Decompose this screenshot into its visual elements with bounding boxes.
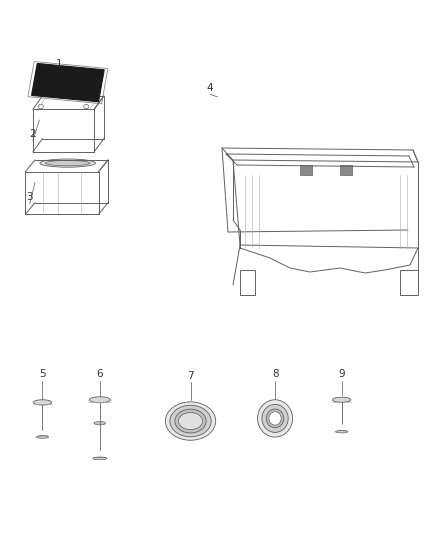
- Ellipse shape: [269, 411, 281, 425]
- Ellipse shape: [46, 160, 90, 166]
- Ellipse shape: [258, 400, 293, 437]
- Ellipse shape: [40, 159, 95, 167]
- Polygon shape: [340, 165, 352, 175]
- Text: 6: 6: [96, 369, 103, 379]
- Text: 4: 4: [207, 83, 214, 93]
- Ellipse shape: [94, 422, 106, 425]
- Ellipse shape: [36, 436, 49, 438]
- Text: 9: 9: [338, 369, 345, 379]
- Ellipse shape: [180, 413, 201, 429]
- Text: 1: 1: [56, 59, 63, 69]
- Text: 3: 3: [26, 192, 33, 202]
- Polygon shape: [300, 165, 312, 175]
- Text: 5: 5: [39, 369, 46, 379]
- Ellipse shape: [336, 431, 348, 433]
- Text: 2: 2: [29, 130, 36, 139]
- Ellipse shape: [166, 402, 216, 440]
- Ellipse shape: [89, 397, 110, 403]
- Text: 8: 8: [272, 369, 279, 379]
- Ellipse shape: [175, 409, 206, 433]
- Ellipse shape: [170, 405, 211, 437]
- Polygon shape: [32, 63, 104, 102]
- Ellipse shape: [332, 397, 351, 402]
- Ellipse shape: [262, 405, 288, 432]
- Ellipse shape: [266, 409, 284, 427]
- Ellipse shape: [33, 400, 52, 405]
- Ellipse shape: [179, 413, 202, 430]
- Ellipse shape: [93, 457, 107, 460]
- Text: 7: 7: [187, 371, 194, 381]
